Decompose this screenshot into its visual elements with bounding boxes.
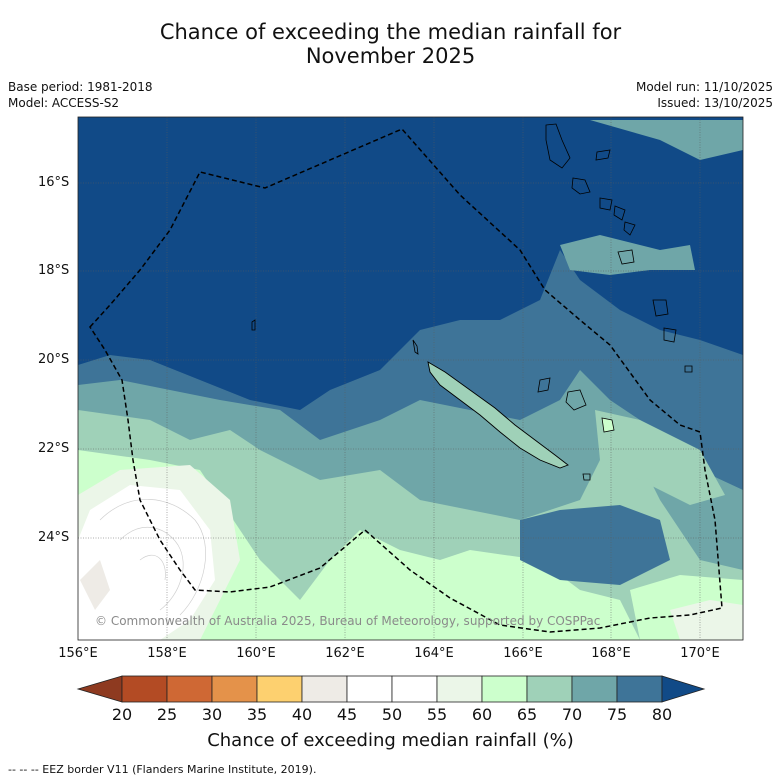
matthew-island	[684, 365, 693, 373]
colorbar-tick-40: 40	[291, 705, 313, 724]
belep-island	[412, 339, 419, 355]
colorbar-45-50	[346, 675, 393, 703]
colorbar-over	[661, 675, 706, 703]
colorbar-tick-25: 25	[156, 705, 178, 724]
loyalty-island-3	[601, 417, 615, 433]
colorbar-title: Chance of exceeding median rainfall (%)	[207, 730, 574, 751]
map-title-line2: November 2025	[305, 44, 476, 68]
lat-label-16s: 16°S	[38, 175, 70, 190]
meta-left: Base period: 1981-2018 Model: ACCESS-S2	[8, 79, 153, 111]
vanuatu-aneityum	[652, 299, 669, 317]
map-title-line1: Chance of exceeding the median rainfall …	[159, 20, 622, 44]
vanuatu-malekula	[571, 177, 591, 195]
graticule	[78, 117, 743, 640]
eez-footnote: -- -- -- EEZ border V11 (Flanders Marine…	[8, 763, 317, 776]
loyalty-island-1	[537, 377, 551, 393]
eez-border	[89, 128, 723, 633]
hunter-island	[663, 327, 677, 343]
colorbar-25-30	[166, 675, 213, 703]
colorbar-40-45	[301, 675, 348, 703]
vanuatu-ambae	[595, 149, 611, 161]
lon-label-168e: 168°E	[591, 646, 631, 661]
lon-label-164e: 164°E	[414, 646, 454, 661]
colorbar	[76, 675, 706, 703]
patch-70-ne	[590, 120, 743, 160]
vanuatu-espiritu-santo	[545, 123, 571, 169]
vanuatu-tanna	[617, 249, 635, 265]
patch-65-east	[595, 410, 725, 505]
colorbar-tick-45: 45	[336, 705, 358, 724]
vanuatu-small-1	[613, 205, 626, 221]
colorbar-tick-70: 70	[561, 705, 583, 724]
colorbar-tick-75: 75	[606, 705, 628, 724]
colorbar-tick-30: 30	[201, 705, 223, 724]
lat-label-24s: 24°S	[38, 530, 70, 545]
colorbar-tick-60: 60	[471, 705, 493, 724]
colorbar-tick-20: 20	[111, 705, 133, 724]
colorbar-under	[76, 675, 123, 703]
colorbar-tick-65: 65	[516, 705, 538, 724]
colorbar-tick-80: 80	[651, 705, 673, 724]
loyalty-island-2	[565, 389, 587, 411]
patch-70-mid	[560, 235, 695, 275]
lon-label-162e: 162°E	[325, 646, 365, 661]
lat-label-22s: 22°S	[38, 441, 70, 456]
base-period: Base period: 1981-2018	[8, 80, 153, 94]
colorbar-tick-55: 55	[426, 705, 448, 724]
rainfall-field	[78, 117, 743, 640]
lon-label-166e: 166°E	[503, 646, 543, 661]
patch-50-sw	[78, 485, 215, 640]
patch-55-se	[670, 600, 743, 640]
lon-label-156e: 156°E	[58, 646, 98, 661]
vanuatu-erromango	[623, 221, 636, 236]
model-name: Model: ACCESS-S2	[8, 96, 120, 110]
small-island-west	[251, 319, 256, 331]
colorbar-75-80	[616, 675, 663, 703]
isle-of-pines	[582, 473, 591, 481]
vanuatu-efate	[599, 197, 613, 211]
lat-label-18s: 18°S	[38, 263, 70, 278]
lat-label-20s: 20°S	[38, 352, 70, 367]
colorbar-tick-50: 50	[381, 705, 403, 724]
meta-right: Model run: 11/10/2025 Issued: 13/10/2025	[636, 79, 773, 111]
map-frame	[77, 116, 744, 641]
lon-label-158e: 158°E	[147, 646, 187, 661]
lon-label-170e: 170°E	[680, 646, 720, 661]
patch-45-sw	[80, 560, 110, 610]
colorbar-20-25	[121, 675, 168, 703]
lon-label-160e: 160°E	[236, 646, 276, 661]
copyright-notice: © Commonwealth of Australia 2025, Bureau…	[95, 614, 601, 628]
patch-75-east	[520, 505, 670, 585]
issued-date: Issued: 13/10/2025	[657, 96, 773, 110]
contour-lines	[99, 499, 206, 616]
colorbar-50-55	[391, 675, 438, 703]
colorbar-65-70	[526, 675, 573, 703]
model-run: Model run: 11/10/2025	[635, 80, 773, 94]
band-80	[78, 117, 743, 410]
colorbar-tick-35: 35	[246, 705, 268, 724]
colorbar-30-35	[211, 675, 258, 703]
colorbar-55-60	[436, 675, 483, 703]
colorbar-60-65	[481, 675, 528, 703]
new-caledonia-island	[427, 361, 569, 469]
colorbar-35-40	[256, 675, 303, 703]
colorbar-70-75	[571, 675, 618, 703]
